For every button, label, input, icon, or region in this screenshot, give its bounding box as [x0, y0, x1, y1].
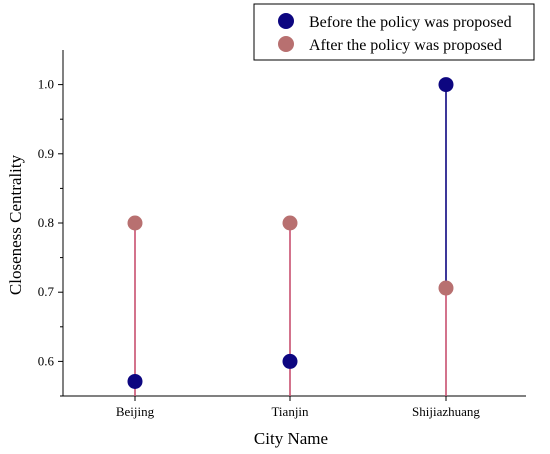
legend-frame — [253, 3, 535, 61]
x-axis-label: City Name — [254, 429, 328, 448]
x-tick-label: Beijing — [116, 404, 155, 419]
stems — [134, 84, 447, 396]
y-tick-label: 0.7 — [38, 284, 55, 299]
point-before — [127, 373, 143, 389]
legend-marker-before — [278, 13, 294, 29]
point-after — [438, 280, 454, 296]
point-after — [282, 215, 298, 231]
legend-label-after: After the policy was proposed — [309, 37, 502, 54]
legend-label-before: Before the policy was proposed — [309, 14, 512, 31]
legend: Before the policy was proposed After the… — [253, 3, 535, 61]
point-after — [127, 215, 143, 231]
y-tick-label: 0.8 — [38, 215, 54, 230]
x-tick-label: Shijiazhuang — [412, 404, 480, 419]
y-axis-label: Closeness Centrality — [6, 154, 25, 295]
legend-marker-after — [278, 36, 294, 52]
y-tick-label: 0.9 — [38, 146, 54, 161]
point-before — [438, 77, 454, 93]
points — [127, 77, 454, 389]
y-tick-label: 0.6 — [38, 353, 55, 368]
axes: 0.6 0.7 0.8 0.9 1.0 Beijing Tianjin Shijiazhuan… — [38, 50, 526, 419]
x-tick-label: Tianjin — [271, 404, 309, 419]
y-tick-label: 1.0 — [38, 77, 54, 92]
point-before — [282, 353, 298, 369]
